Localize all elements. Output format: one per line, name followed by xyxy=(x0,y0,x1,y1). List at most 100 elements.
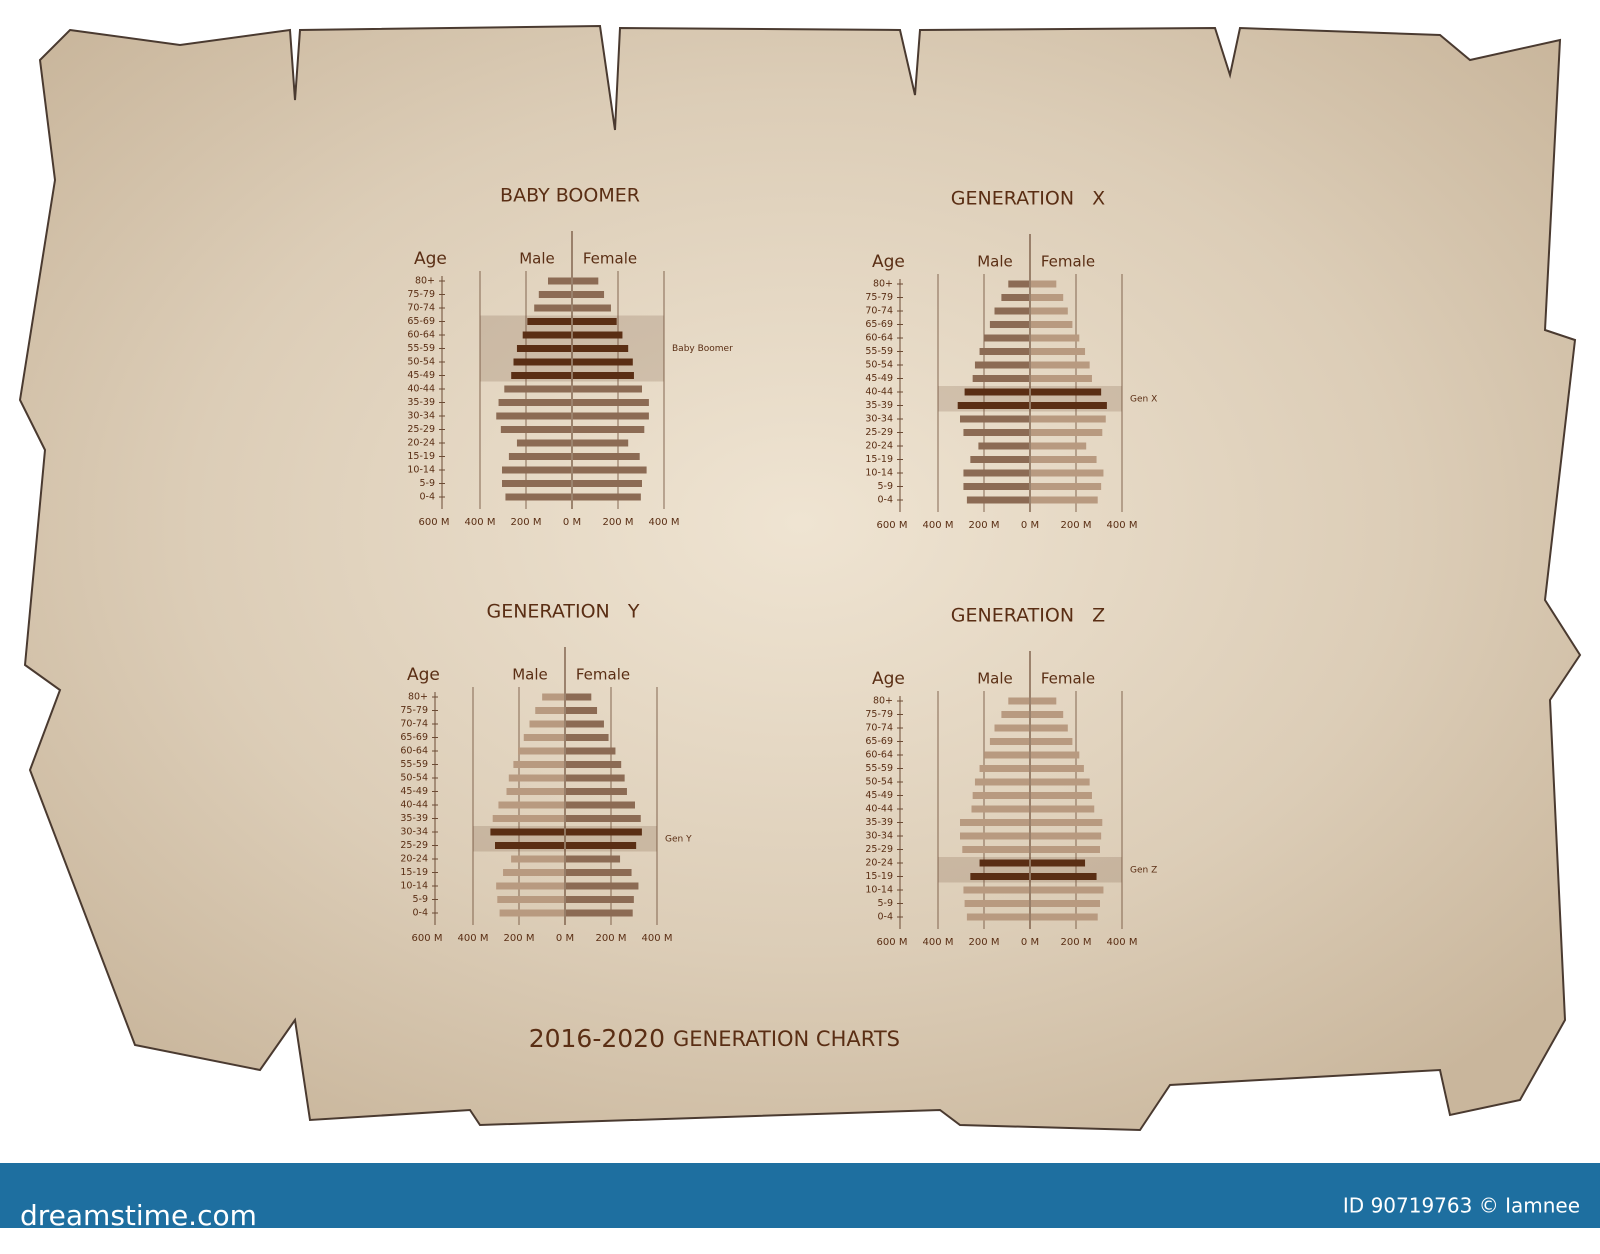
bar xyxy=(522,331,571,339)
chart-title: GENERATION X xyxy=(951,188,1105,210)
bar xyxy=(573,453,640,460)
y-tick-label: 75-79 xyxy=(407,289,435,300)
bar xyxy=(966,496,1029,504)
bar xyxy=(502,466,571,474)
bar xyxy=(573,318,617,325)
x-tick-label: 600 M xyxy=(412,933,443,944)
y-tick-label: 15-19 xyxy=(865,871,893,882)
bar xyxy=(979,348,1029,355)
bar xyxy=(1001,294,1029,301)
bar xyxy=(1031,738,1073,745)
y-tick-label: 60-64 xyxy=(865,750,893,761)
bar xyxy=(964,900,1029,907)
y-tick-label: 65-69 xyxy=(400,732,428,743)
bar xyxy=(498,801,564,809)
bar xyxy=(1031,697,1057,705)
footer-banner xyxy=(0,1163,1600,1228)
x-tick-label: 600 M xyxy=(419,517,450,528)
y-tick-label: 30-34 xyxy=(865,414,893,425)
bar xyxy=(1031,724,1068,732)
bar xyxy=(1031,429,1103,436)
bar xyxy=(1031,348,1086,355)
y-tick-label: 5-9 xyxy=(412,894,428,905)
bar xyxy=(573,372,634,379)
x-tick-label: 200 M xyxy=(603,517,634,528)
x-tick-label: 0 M xyxy=(1021,520,1039,531)
y-tick-label: 10-14 xyxy=(865,885,893,896)
y-tick-label: 10-14 xyxy=(865,468,893,479)
bar xyxy=(496,882,564,890)
bar xyxy=(963,483,1029,490)
y-tick-label: 40-44 xyxy=(400,800,428,811)
y-tick-label: 10-14 xyxy=(400,881,428,892)
bar xyxy=(1031,900,1100,907)
bar xyxy=(497,896,564,903)
charts: BABY BOOMER Age Baby Boomer 600 M 400 M 200 M… xyxy=(400,185,1157,949)
y-tick-label: 0-4 xyxy=(412,908,428,919)
bar xyxy=(513,358,571,366)
y-tick-label: 45-49 xyxy=(400,786,428,797)
bar xyxy=(1031,294,1064,301)
bar xyxy=(1031,805,1095,813)
y-tick-label: 45-49 xyxy=(407,370,435,381)
bar xyxy=(573,291,605,298)
y-axis-label: Age xyxy=(407,665,440,685)
pyramid-chart: BABY BOOMER Age Baby Boomer 600 M 400 M 200 M… xyxy=(407,185,733,529)
bar xyxy=(1031,415,1106,423)
bar xyxy=(498,399,571,406)
y-tick-label: 35-39 xyxy=(865,817,893,828)
bar xyxy=(527,318,571,325)
bar xyxy=(1001,711,1029,718)
y-tick-label: 40-44 xyxy=(865,387,893,398)
bar xyxy=(548,277,571,285)
y-tick-label: 5-9 xyxy=(419,478,435,489)
y-tick-label: 35-39 xyxy=(407,397,435,408)
bar xyxy=(1031,469,1104,477)
bar xyxy=(505,493,571,501)
bar xyxy=(508,453,571,460)
x-tick-label: 0 M xyxy=(563,517,581,528)
highlight-label: Gen Y xyxy=(665,834,692,844)
bar xyxy=(534,304,571,312)
bar xyxy=(573,399,649,406)
bar xyxy=(972,792,1029,799)
bar xyxy=(516,439,571,447)
y-tick-label: 60-64 xyxy=(407,330,435,341)
bar xyxy=(984,334,1029,342)
y-axis-label: Age xyxy=(872,669,905,689)
y-tick-label: 5-9 xyxy=(877,481,893,492)
bar xyxy=(503,869,564,876)
bar xyxy=(566,788,627,795)
y-axis-label: Age xyxy=(872,252,905,272)
bar xyxy=(573,439,629,447)
y-tick-label: 80+ xyxy=(873,696,893,707)
y-tick-label: 20-24 xyxy=(865,858,893,869)
y-tick-label: 20-24 xyxy=(400,854,428,865)
y-tick-label: 60-64 xyxy=(865,333,893,344)
bar xyxy=(490,828,564,836)
bar xyxy=(495,842,564,849)
y-tick-label: 30-34 xyxy=(407,411,435,422)
legend-label: Female xyxy=(576,666,630,684)
bar xyxy=(984,751,1029,759)
pyramid-chart: GENERATION Y Age Gen Y 600 M 400 M 200 M 0 M 20… xyxy=(400,601,692,945)
pyramid-chart: GENERATION Z Age Gen Z 600 M 400 M 200 M 0 M 20… xyxy=(865,605,1157,949)
y-tick-label: 10-14 xyxy=(407,465,435,476)
y-tick-label: 70-74 xyxy=(865,306,893,317)
bar xyxy=(957,402,1029,409)
bar xyxy=(979,765,1029,772)
x-tick-label: 400 M xyxy=(923,937,954,948)
bar xyxy=(566,801,635,809)
bar xyxy=(1031,456,1097,463)
y-tick-label: 15-19 xyxy=(865,454,893,465)
bar xyxy=(1031,751,1080,759)
y-tick-label: 35-39 xyxy=(400,813,428,824)
main-title-years: 2016-2020 xyxy=(529,1024,665,1053)
bar xyxy=(978,442,1029,450)
bar xyxy=(994,307,1029,315)
y-tick-label: 0-4 xyxy=(419,492,435,503)
bar xyxy=(1031,280,1057,288)
bar xyxy=(970,456,1029,463)
